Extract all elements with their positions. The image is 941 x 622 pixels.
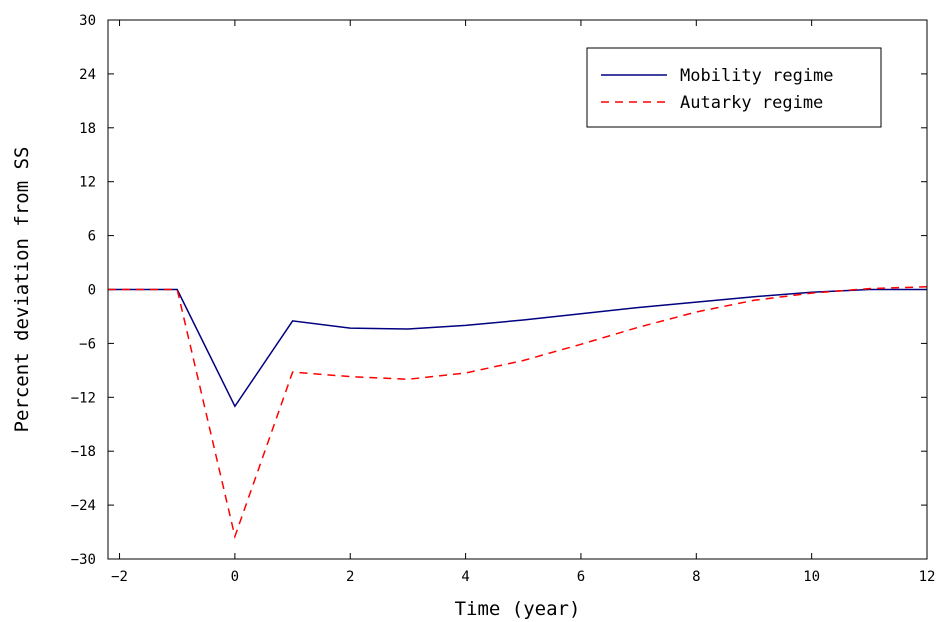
series-line-1 (108, 286, 928, 540)
x-tick-label: 6 (577, 569, 585, 585)
y-tick-label: 24 (79, 67, 96, 83)
y-tick-label: 12 (79, 175, 96, 191)
y-tick-label: −12 (71, 390, 96, 406)
y-tick-label: 30 (79, 13, 96, 29)
legend-label-mobility: Mobility regime (680, 66, 834, 86)
legend: Mobility regime Autarky regime (586, 47, 882, 128)
y-tick-label: −6 (79, 336, 96, 352)
x-tick-label: 8 (692, 569, 700, 585)
x-tick-label: −2 (111, 569, 128, 585)
y-tick-label: −30 (71, 552, 96, 568)
y-tick-label: 6 (88, 229, 96, 245)
series-layer (108, 286, 928, 540)
x-tick-label: 12 (919, 569, 936, 585)
y-tick-label: 18 (79, 121, 96, 137)
x-tick-label: 4 (461, 569, 469, 585)
x-tick-label: 2 (346, 569, 354, 585)
y-tick-label: 0 (88, 283, 96, 299)
x-axis-title: Time (year) (455, 598, 581, 620)
y-tick-label: −24 (71, 498, 96, 514)
series-line-0 (108, 288, 927, 408)
x-tick-label: 0 (231, 569, 239, 585)
x-tick-label: 10 (803, 569, 820, 585)
y-axis-title: Percent deviation from SS (11, 147, 33, 433)
legend-label-autarky: Autarky regime (680, 93, 823, 113)
legend-box (586, 47, 882, 128)
y-tick-label: −18 (71, 444, 96, 460)
plot-frame (107, 19, 928, 560)
